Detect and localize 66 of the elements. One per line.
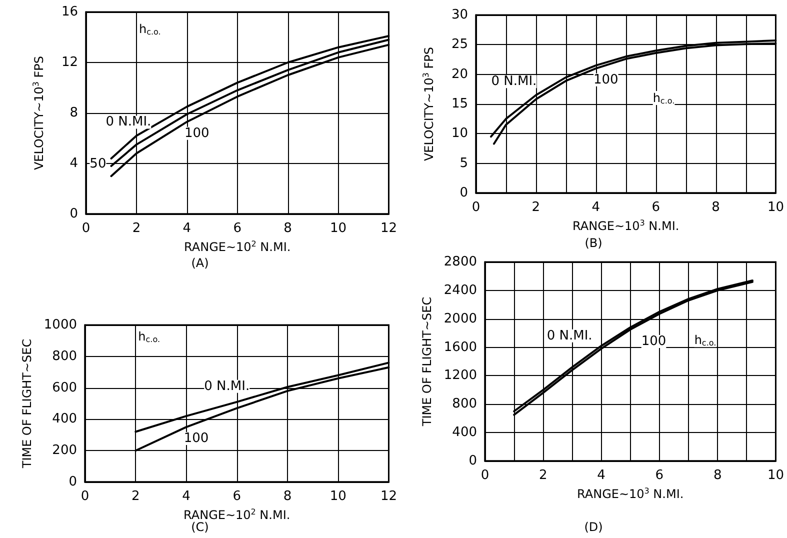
y-tick-label: 1200 <box>444 368 477 384</box>
x-tick-label: 12 <box>380 221 397 236</box>
x-tick-label: 10 <box>330 489 346 504</box>
x-tick-label: 10 <box>330 221 347 236</box>
y-tick-label: 400 <box>452 425 477 440</box>
y-tick-label: 30 <box>451 8 468 22</box>
y-tick-label: 16 <box>61 4 78 20</box>
x-tick-label: 6 <box>652 200 660 215</box>
y-tick-label: 400 <box>52 412 77 427</box>
y-tick-label: 0 <box>460 186 468 200</box>
y-tick-label: 1000 <box>44 318 77 332</box>
x-tick-label: 4 <box>182 489 190 504</box>
x-tick-label: 4 <box>182 221 192 236</box>
y-axis-title: TIME OF FLIGHT~SEC <box>20 338 34 470</box>
series-label: 0 N.MI. <box>204 378 250 394</box>
y-axis-title: TIME OF FLIGHT~SEC <box>420 296 434 428</box>
x-tick-label: 8 <box>284 221 292 236</box>
text: (C) <box>191 520 209 534</box>
y-tick-label: 200 <box>52 443 77 458</box>
series-label: 100 <box>184 126 210 141</box>
x-tick-label: 10 <box>767 468 784 483</box>
series-label: 0 N.MI. <box>491 74 537 90</box>
y-tick-label: 0 <box>468 454 477 468</box>
x-tick-label: 12 <box>380 489 397 504</box>
y-tick-label: 12 <box>61 55 78 70</box>
y-tick-label: 2000 <box>444 311 477 326</box>
text: (B) <box>584 236 602 250</box>
x-tick-label: 2 <box>131 489 140 504</box>
y-axis-title: VELOCITY~103 FPS <box>422 46 436 162</box>
x-tick-label: 2 <box>532 200 540 215</box>
y-tick-label: 10 <box>451 126 468 142</box>
x-tick-label: 2 <box>132 221 141 236</box>
x-tick-label: 0 <box>82 221 90 236</box>
x-tick-label: 2 <box>539 468 548 483</box>
series-label: 100 <box>641 334 666 350</box>
y-tick-label: 600 <box>52 380 77 396</box>
x-tick-label: 8 <box>283 489 292 504</box>
y-tick-label: 800 <box>52 348 77 364</box>
y-tick-label: 1600 <box>444 340 477 355</box>
y-tick-label: 25 <box>451 37 468 52</box>
series-label: 100 <box>593 72 618 88</box>
y-axis-title: VELOCITY~103 FPS <box>32 56 46 170</box>
y-tick-label: 2800 <box>444 254 477 270</box>
y-tick-label: 20 <box>451 66 468 82</box>
x-tick-label: 10 <box>767 200 784 215</box>
y-tick-label: 8 <box>70 106 78 120</box>
x-tick-label: 6 <box>232 489 242 504</box>
y-tick-label: 5 <box>460 156 468 171</box>
x-tick-label: 6 <box>233 221 242 236</box>
x-tick-label: 4 <box>597 468 606 483</box>
y-tick-label: 15 <box>451 96 468 112</box>
y-tick-label: 800 <box>452 396 477 412</box>
x-tick-label: 6 <box>655 468 664 483</box>
y-tick-label: 4 <box>70 156 78 171</box>
y-tick-label: 2400 <box>444 282 477 298</box>
x-tick-label: 0 <box>480 468 490 483</box>
x-tick-label: 0 <box>80 489 90 504</box>
series-label: 0 N.MI. <box>106 114 152 130</box>
series-label: 50 <box>90 156 106 172</box>
series-label: 0 N.MI. <box>546 328 592 344</box>
text: (D) <box>584 520 603 534</box>
series-label: 100 <box>184 431 209 446</box>
x-tick-label: 8 <box>713 468 722 483</box>
text: (A) <box>191 256 209 270</box>
x-tick-label: 8 <box>712 200 720 215</box>
x-tick-label: 4 <box>592 200 600 215</box>
